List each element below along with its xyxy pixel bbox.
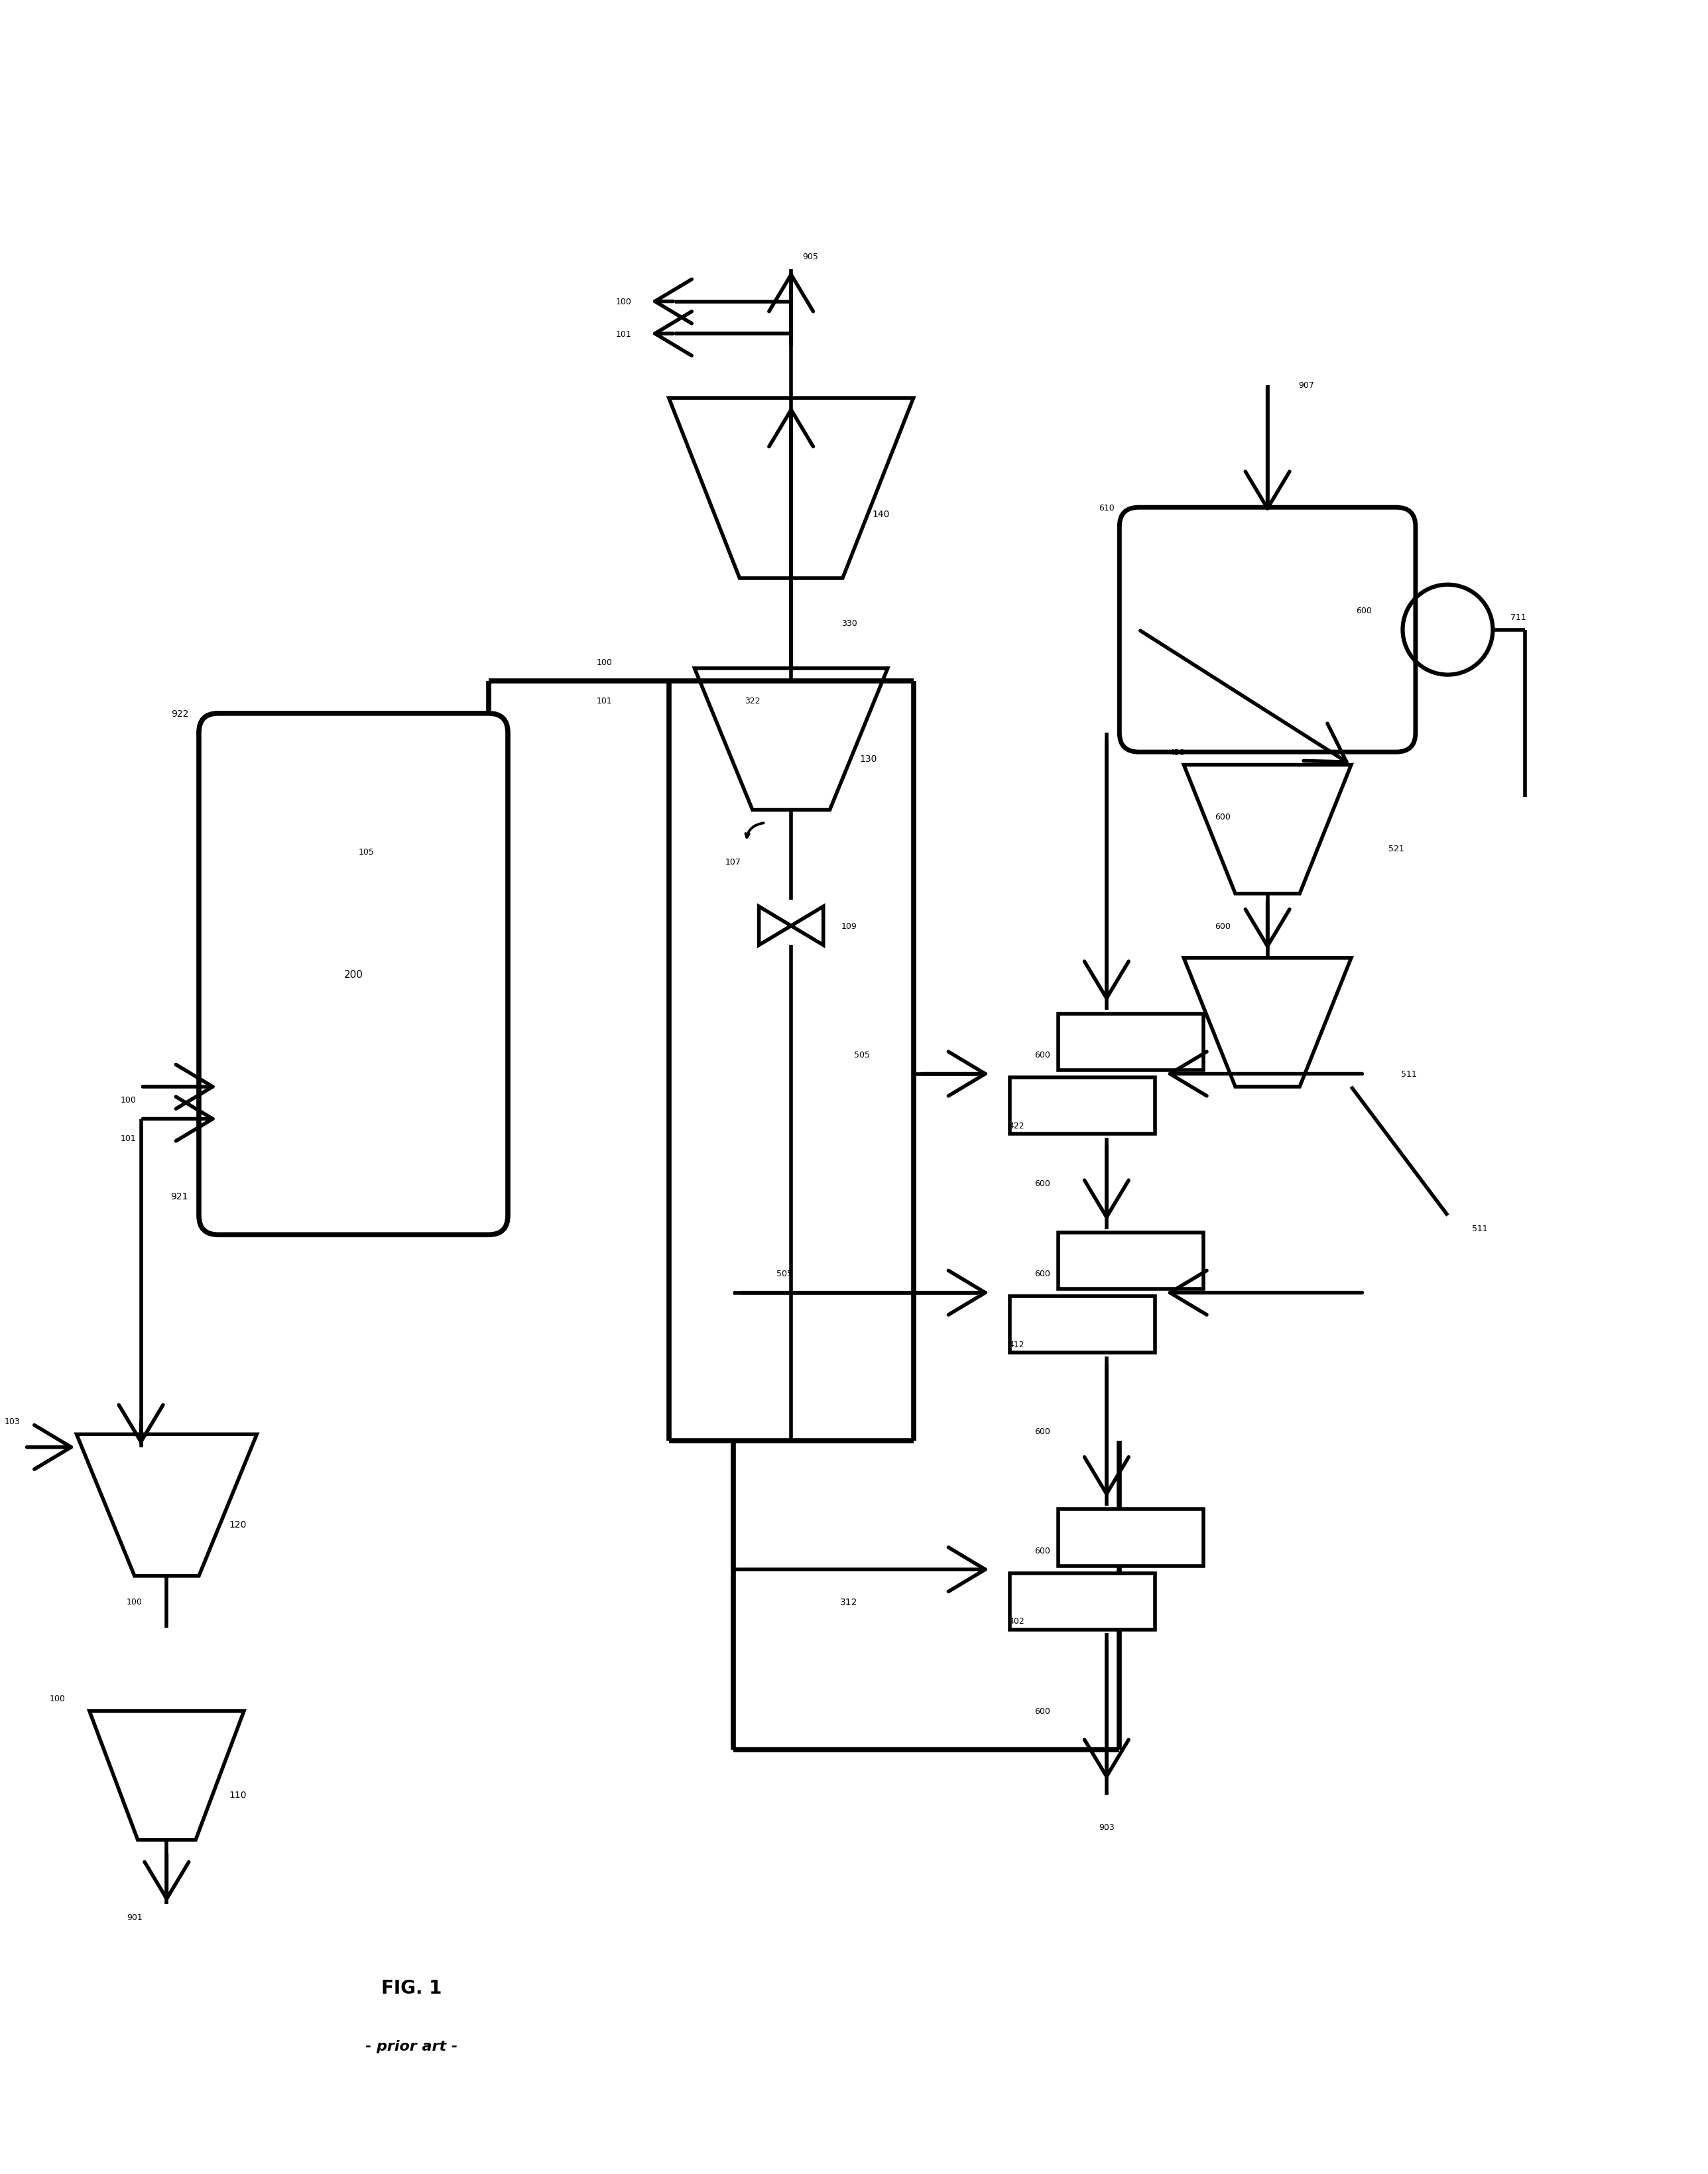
Text: 711: 711 — [1510, 613, 1527, 622]
Bar — [1009, 1078, 1155, 1135]
Text: 107: 107 — [726, 857, 741, 865]
Text: 921: 921 — [171, 1191, 188, 1200]
Text: - prior art -: - prior art - — [366, 2039, 458, 2052]
Text: 101: 101 — [596, 696, 611, 704]
Text: FIG. 1: FIG. 1 — [381, 1978, 442, 1998]
Bar — [1059, 1233, 1202, 1289]
Text: 521: 521 — [1389, 844, 1404, 852]
Text: 103: 103 — [5, 1417, 20, 1426]
FancyBboxPatch shape — [1119, 509, 1416, 752]
Text: 511: 511 — [1472, 1224, 1488, 1233]
Bar — [1059, 1013, 1202, 1070]
Text: 140: 140 — [873, 509, 890, 520]
Bar — [1009, 1296, 1155, 1352]
Text: 600: 600 — [1214, 922, 1230, 930]
Text: 610: 610 — [1098, 504, 1114, 513]
FancyBboxPatch shape — [198, 713, 507, 1235]
Text: 100: 100 — [50, 1694, 65, 1702]
Text: 505: 505 — [777, 1270, 793, 1278]
Text: 322: 322 — [745, 696, 760, 704]
Text: 600: 600 — [1035, 1178, 1050, 1187]
Text: 600: 600 — [1035, 1707, 1050, 1715]
Text: 100: 100 — [596, 659, 613, 667]
Text: 100: 100 — [126, 1598, 142, 1607]
Text: 200: 200 — [343, 970, 362, 978]
Text: 330: 330 — [840, 620, 857, 628]
Text: 907: 907 — [1298, 380, 1313, 389]
Text: 901: 901 — [126, 1913, 142, 1922]
Text: 600: 600 — [1035, 1270, 1050, 1278]
Bar — [1009, 1574, 1155, 1630]
Text: 312: 312 — [840, 1598, 857, 1607]
Text: 412: 412 — [1009, 1339, 1025, 1348]
Text: 430: 430 — [1170, 748, 1185, 757]
Text: 130: 130 — [859, 754, 878, 763]
Text: 110: 110 — [229, 1789, 246, 1800]
Text: 600: 600 — [1035, 1050, 1050, 1059]
Text: 100: 100 — [120, 1096, 137, 1104]
Text: 422: 422 — [1009, 1122, 1025, 1130]
Polygon shape — [758, 907, 823, 946]
Text: 903: 903 — [1098, 1822, 1114, 1831]
Text: 120: 120 — [229, 1520, 246, 1528]
Bar — [1059, 1509, 1202, 1565]
Text: 600: 600 — [1214, 813, 1230, 822]
Text: 905: 905 — [803, 252, 818, 261]
Text: 109: 109 — [840, 922, 857, 930]
Text: 505: 505 — [854, 1050, 869, 1059]
Text: 101: 101 — [617, 330, 632, 339]
Text: 511: 511 — [1401, 1070, 1418, 1078]
Text: 402: 402 — [1008, 1617, 1025, 1626]
Text: 101: 101 — [120, 1135, 137, 1144]
Text: 600: 600 — [1035, 1426, 1050, 1435]
Text: 100: 100 — [617, 298, 632, 307]
Text: 600: 600 — [1356, 607, 1372, 615]
Text: 600: 600 — [1035, 1546, 1050, 1554]
Text: 922: 922 — [171, 709, 188, 717]
Text: 105: 105 — [359, 848, 374, 857]
